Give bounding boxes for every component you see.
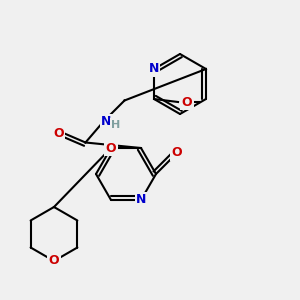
- Text: O: O: [172, 146, 182, 160]
- Text: O: O: [182, 95, 192, 109]
- Text: O: O: [53, 127, 64, 140]
- Text: H: H: [111, 119, 120, 130]
- Text: O: O: [49, 254, 59, 268]
- Text: O: O: [106, 142, 116, 154]
- Text: N: N: [101, 115, 112, 128]
- Text: N: N: [136, 194, 146, 206]
- Text: N: N: [149, 62, 159, 76]
